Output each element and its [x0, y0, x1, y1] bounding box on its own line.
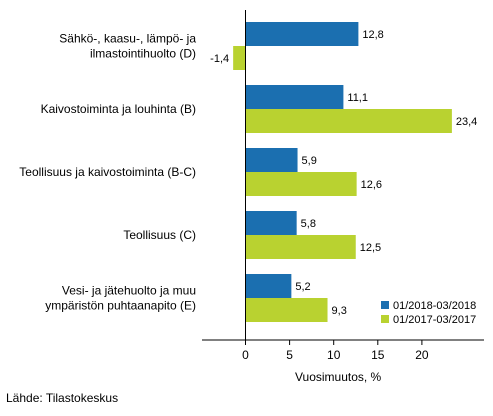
x-axis-title: Vuosimuutos, %: [295, 370, 382, 384]
data-label: 9,3: [332, 305, 347, 317]
x-tick-label: 5: [286, 348, 293, 362]
x-tick-label: 10: [327, 348, 341, 362]
category-label: Sähkö-, kaasu-, lämpö- ja: [59, 32, 196, 46]
bar-series1-0: [245, 22, 359, 46]
data-label: 5,8: [301, 218, 316, 230]
bar-series2-4: [245, 298, 328, 322]
bar-series2-2: [245, 172, 357, 196]
data-label: 12,6: [361, 179, 382, 191]
category-label: ympäristön puhtaanapito (E): [45, 299, 196, 313]
data-label: 23,4: [456, 116, 477, 128]
category-label: Teollisuus ja kaivostoiminta (B-C): [19, 165, 196, 179]
category-label: Kaivostoiminta ja louhinta (B): [41, 102, 196, 116]
legend-label: 01/2018-03/2018: [393, 300, 476, 312]
bar-series1-3: [245, 211, 297, 235]
bar-series1-1: [245, 85, 344, 109]
category-label: ilmastointihuolto (D): [90, 47, 196, 61]
legend-label: 01/2017-03/2017: [393, 314, 476, 326]
source-note: Lähde: Tilastokeskus: [6, 391, 119, 405]
bar-series2-1: [245, 109, 452, 133]
x-tick-label: 20: [415, 348, 429, 362]
data-label: 12,5: [360, 242, 381, 254]
bar-series1-4: [245, 274, 292, 298]
x-tick-label: 15: [371, 348, 385, 362]
bar-series2-3: [245, 235, 356, 259]
category-label: Vesi- ja jätehuolto ja muu: [62, 284, 196, 298]
data-label: 11,1: [347, 92, 368, 104]
x-tick-label: 0: [242, 348, 249, 362]
legend-swatch: [381, 315, 389, 323]
bar-series2-0: [233, 46, 246, 70]
data-label: -1,4: [210, 53, 229, 65]
category-label: Teollisuus (C): [123, 228, 196, 242]
data-label: 5,9: [302, 155, 317, 167]
bar-series1-2: [245, 148, 298, 172]
data-label: 5,2: [295, 281, 310, 293]
data-label: 12,8: [362, 29, 383, 41]
legend-swatch: [381, 301, 389, 309]
